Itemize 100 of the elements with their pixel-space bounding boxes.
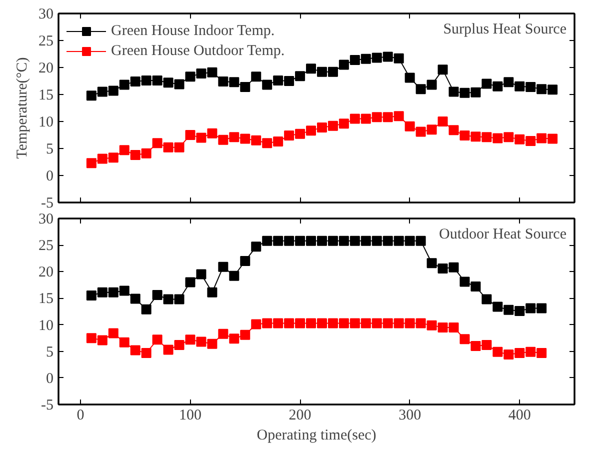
y-tick-label: 0 [46, 168, 54, 184]
point [360, 236, 371, 246]
y-tick-label: -5 [41, 398, 54, 414]
point [316, 236, 327, 246]
point [196, 269, 206, 280]
point [306, 318, 316, 328]
point [514, 81, 525, 92]
point [218, 328, 228, 339]
point [251, 135, 262, 146]
point [207, 128, 218, 138]
point [229, 132, 240, 142]
point [119, 337, 130, 348]
y-tick-label: 5 [46, 142, 54, 158]
point [86, 158, 96, 168]
point [240, 330, 250, 340]
point [404, 72, 415, 83]
point [152, 75, 162, 86]
point [548, 84, 558, 95]
point [504, 304, 514, 315]
point [152, 138, 162, 148]
point [426, 124, 437, 135]
point [130, 150, 140, 160]
point [251, 242, 262, 252]
point [350, 318, 360, 328]
point [394, 53, 404, 64]
point [97, 86, 108, 97]
point [394, 236, 404, 246]
point [108, 287, 118, 298]
point [262, 318, 272, 328]
point [185, 72, 196, 82]
point [360, 318, 371, 328]
point [141, 148, 152, 158]
point [372, 318, 382, 328]
point [284, 236, 294, 246]
point [306, 236, 316, 246]
point [163, 294, 174, 304]
point [218, 76, 228, 87]
point [174, 142, 184, 152]
point [218, 134, 228, 145]
point [273, 318, 284, 328]
point [97, 154, 108, 164]
y-tick-label: 10 [38, 318, 54, 334]
point [262, 236, 272, 246]
point [152, 334, 162, 345]
point [360, 114, 371, 124]
point [460, 88, 470, 98]
point [448, 322, 459, 332]
y-axis-title: Temperature(°C) [14, 57, 30, 159]
point [492, 346, 503, 357]
point [438, 64, 448, 75]
point [470, 282, 481, 292]
point [306, 64, 316, 74]
point [438, 263, 448, 274]
point [196, 68, 206, 78]
point [438, 322, 448, 332]
point [273, 136, 284, 146]
point [404, 121, 415, 132]
point [316, 318, 327, 328]
y-tick-label: 20 [38, 264, 54, 281]
point [185, 130, 196, 140]
point [536, 84, 547, 94]
point [316, 122, 327, 132]
point [416, 236, 426, 246]
point [394, 111, 404, 122]
point [119, 286, 130, 296]
point [514, 306, 525, 316]
point [492, 302, 503, 312]
point [130, 76, 140, 87]
point [338, 318, 349, 328]
point [382, 318, 393, 328]
point [438, 116, 448, 126]
point [86, 333, 96, 344]
y-tick-label: 30 [38, 212, 54, 228]
point [470, 132, 481, 142]
point [130, 345, 140, 356]
y-tick-label: -5 [41, 196, 54, 212]
point [295, 236, 306, 246]
point [470, 341, 481, 352]
point [526, 82, 536, 92]
point [185, 334, 196, 345]
point [86, 290, 96, 301]
point [416, 318, 426, 328]
point [251, 72, 262, 82]
y-tick-label: 10 [38, 114, 54, 130]
point [448, 86, 459, 97]
y-tick-label: 30 [38, 6, 54, 22]
point [338, 236, 349, 246]
point [470, 87, 481, 98]
point [394, 318, 404, 328]
point [526, 303, 536, 314]
point [229, 334, 240, 344]
annotation: Outdoor Heat Source [439, 226, 567, 242]
y-tick-label: 0 [46, 370, 54, 387]
point [130, 294, 140, 304]
point [240, 134, 250, 144]
x-tick-label: 200 [288, 408, 312, 424]
point [295, 128, 306, 139]
point [273, 75, 284, 86]
point [416, 126, 426, 137]
point [460, 276, 470, 287]
